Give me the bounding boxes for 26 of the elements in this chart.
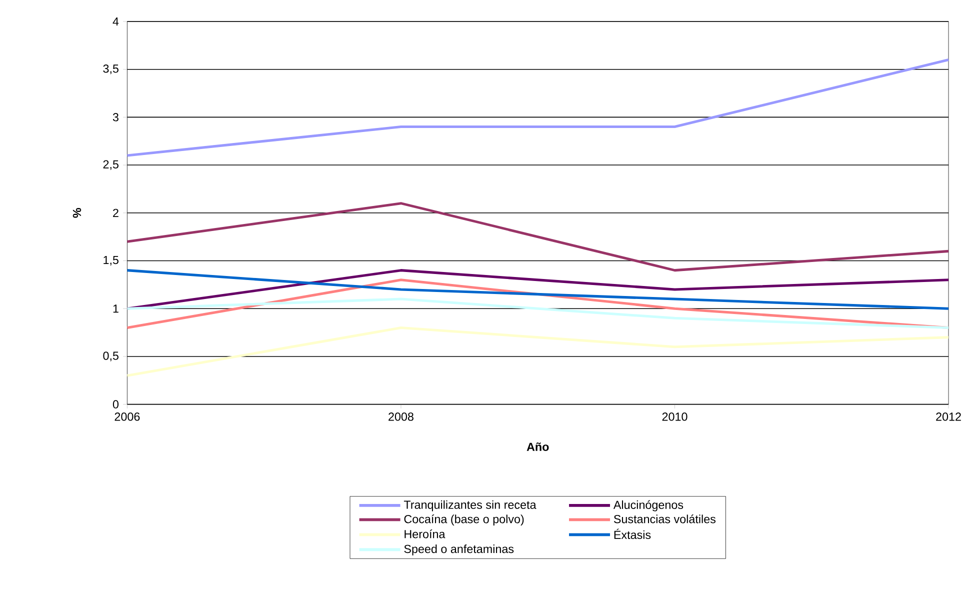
y-axis-title: % bbox=[72, 208, 82, 218]
y-tick-label: 2,5 bbox=[103, 160, 118, 170]
x-tick-label: 2010 bbox=[662, 412, 688, 421]
legend-label: Tranquilizantes sin receta bbox=[404, 500, 536, 512]
line-series bbox=[126, 298, 950, 330]
x-tick-label: 2008 bbox=[388, 412, 414, 421]
legend-label: Alucinógenos bbox=[613, 500, 684, 512]
legend-label: Éxtasis bbox=[614, 528, 651, 540]
legend-label: Speed o anfetaminas bbox=[404, 544, 514, 556]
legend-label: Cocaína (base o polvo) bbox=[404, 514, 524, 526]
x-tick-label: 2012 bbox=[936, 412, 961, 421]
y-tick-label: 4 bbox=[112, 18, 119, 26]
y-tick-label: 0,5 bbox=[103, 352, 118, 362]
x-tick-label: 2006 bbox=[114, 412, 140, 421]
y-tick-label: 2 bbox=[113, 208, 118, 218]
legend-label: Heroína bbox=[404, 530, 446, 538]
y-tick-label: 3,5 bbox=[103, 64, 118, 74]
y-tick-label: 3 bbox=[112, 113, 118, 122]
line-series bbox=[126, 202, 950, 272]
line-series bbox=[126, 326, 950, 378]
legend-label: Sustancias volátiles bbox=[614, 514, 716, 524]
y-tick-label: 1 bbox=[113, 304, 118, 313]
y-tick-label: 0 bbox=[112, 400, 119, 409]
x-axis-title: Año bbox=[526, 442, 549, 452]
y-tick-label: 1,5 bbox=[104, 256, 118, 266]
line-series bbox=[126, 269, 950, 310]
